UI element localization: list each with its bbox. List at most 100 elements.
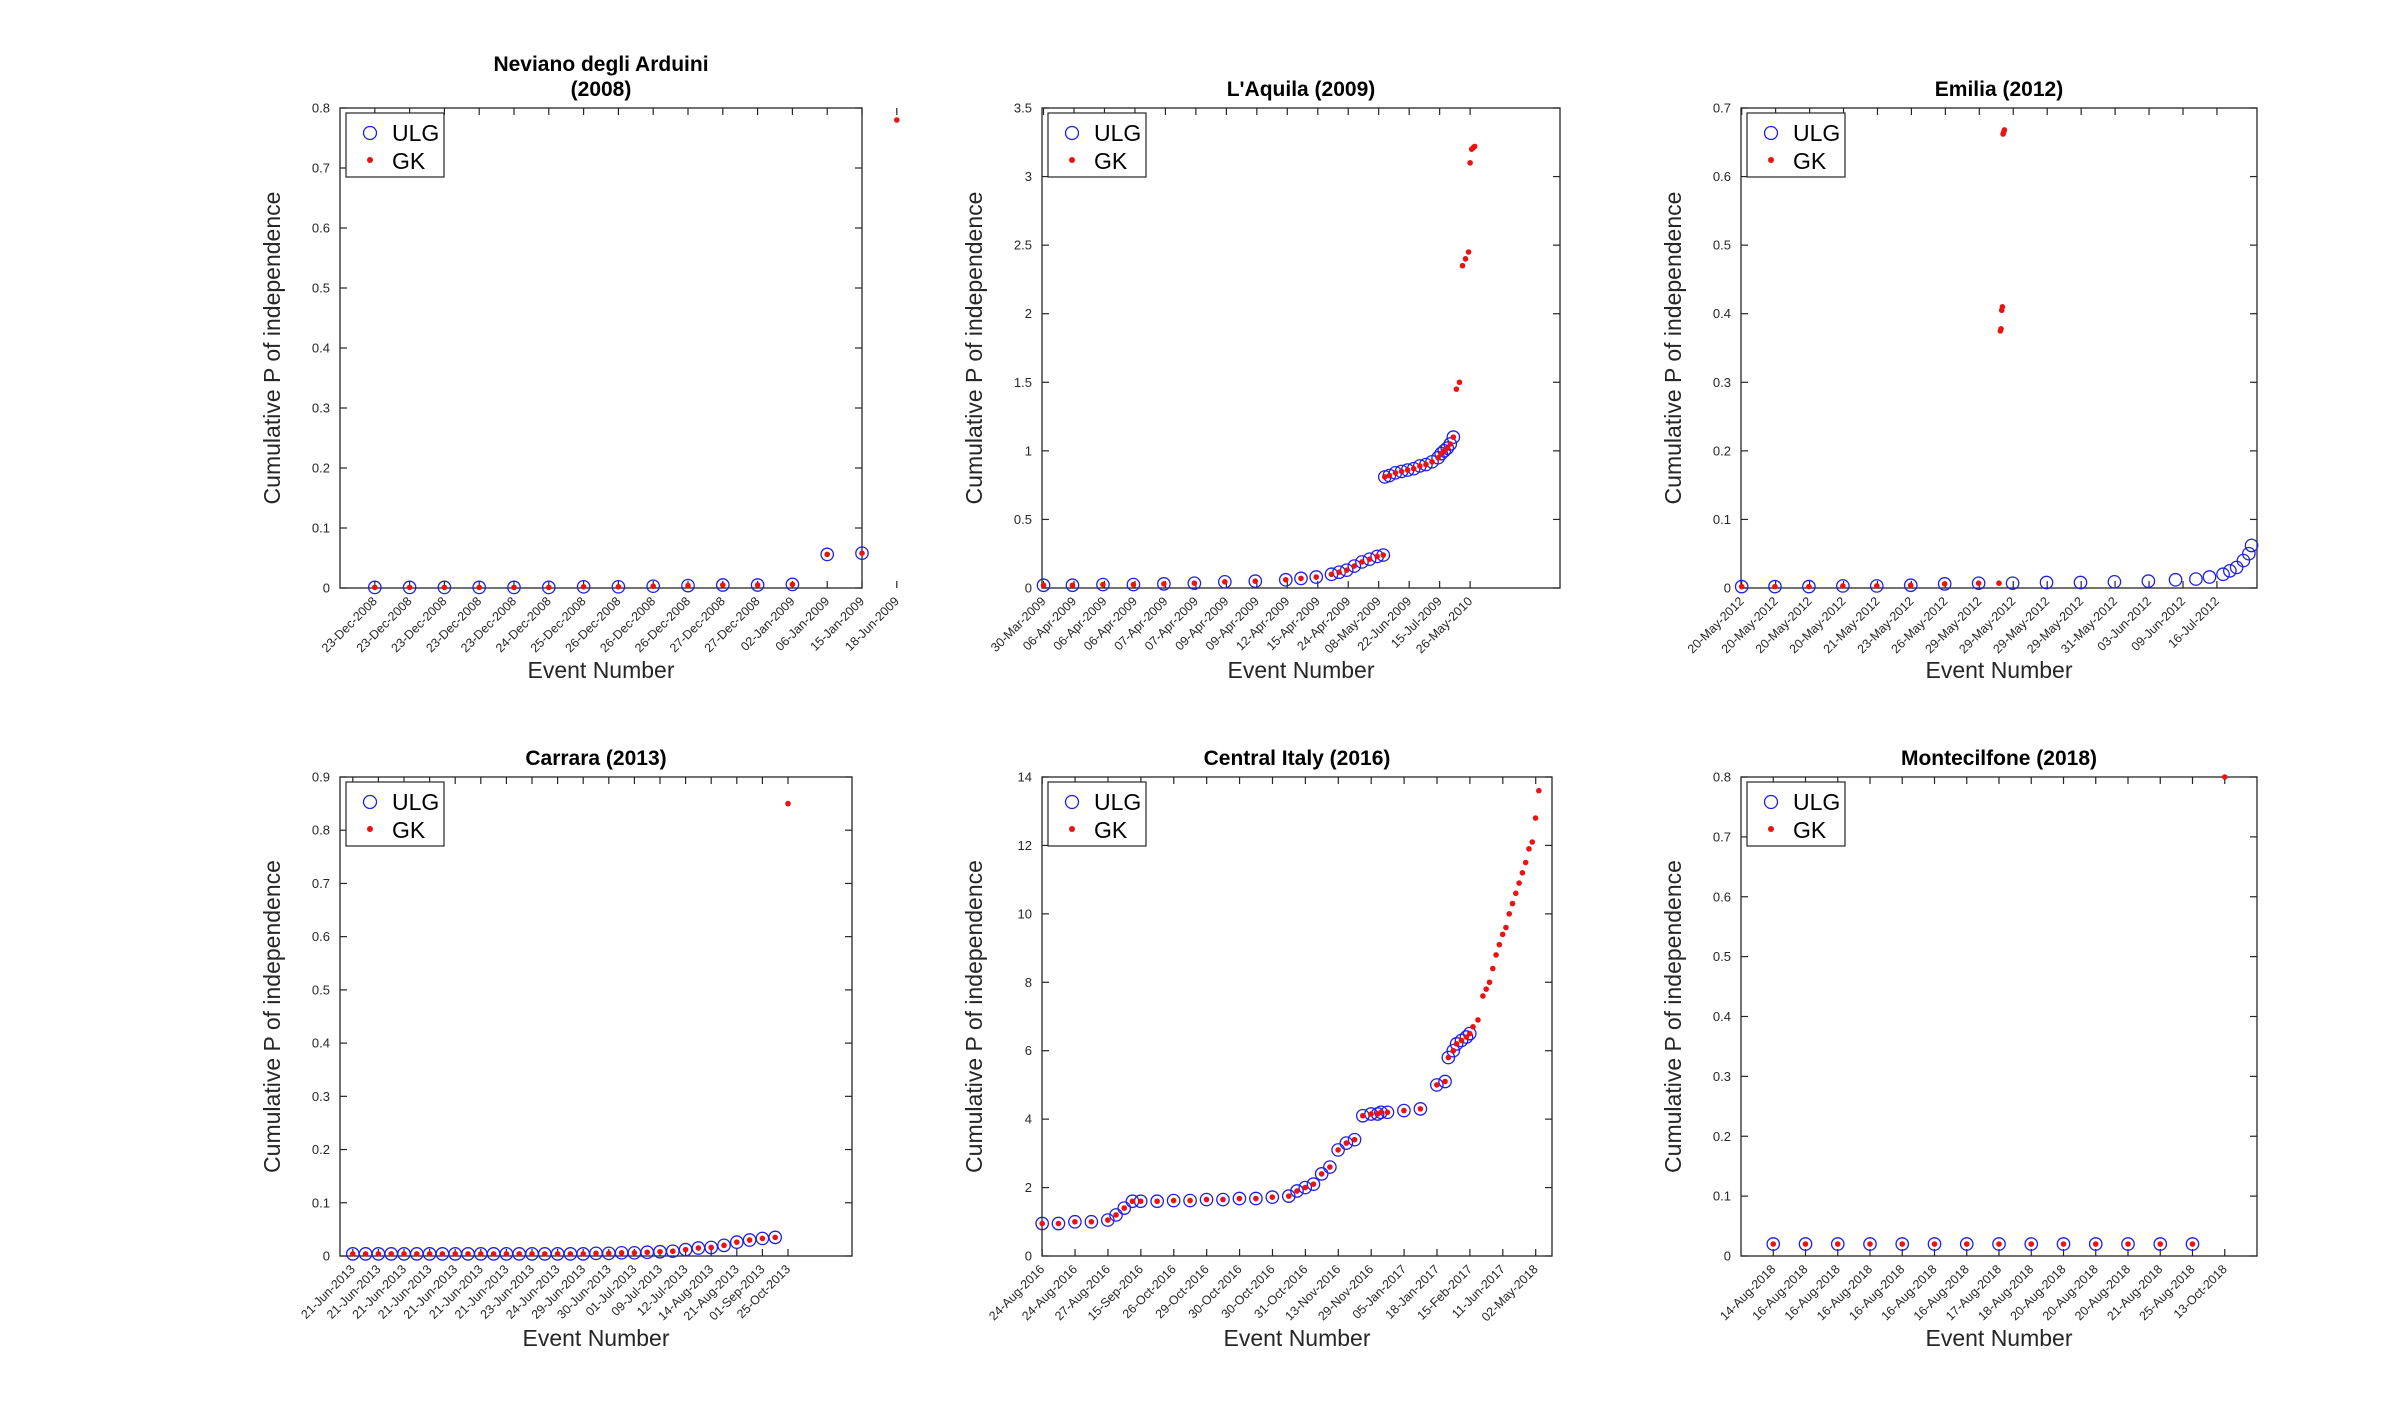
gk-point: [1410, 465, 1417, 472]
gk-point: [1088, 1218, 1095, 1225]
gk-point: [1996, 580, 2002, 586]
y-tick-label: 4: [1025, 1112, 1032, 1127]
gk-point: [2001, 127, 2008, 133]
ulg-point: [1863, 1237, 1877, 1251]
ulg-point: [1440, 441, 1455, 455]
gk-point: [1100, 581, 1106, 588]
ulg-point: [1232, 1191, 1247, 1206]
gk-point: [350, 1251, 356, 1257]
y-tick-label: 0.5: [312, 281, 330, 296]
gk-point: [772, 1234, 778, 1241]
ulg-point: [1183, 1193, 1197, 1208]
gk-point: [1381, 474, 1388, 480]
gk-point: [372, 584, 378, 591]
ulg-point: [2222, 564, 2237, 578]
ulg-point: [1441, 1050, 1456, 1065]
gk-point: [670, 1248, 676, 1255]
legend-gk-label: GK: [1793, 817, 1827, 843]
x-axis-label: Event Number: [1223, 1325, 1370, 1351]
gk-point: [1269, 1194, 1276, 1200]
ulg-point: [1446, 430, 1461, 444]
legend-ulg-label: ULG: [1094, 120, 1141, 146]
legend-gk-marker: [1069, 157, 1075, 163]
ulg-point: [1734, 579, 1749, 594]
ulg-point: [855, 546, 869, 561]
ulg-point: [1446, 1043, 1461, 1058]
gk-point: [685, 582, 691, 589]
ulg-point: [1766, 1237, 1781, 1251]
ulg-point: [1397, 1103, 1411, 1118]
gk-point: [1802, 1241, 1809, 1247]
legend-ulg-marker: [362, 125, 378, 141]
ulg-point: [541, 580, 556, 595]
gk-point: [746, 1237, 753, 1243]
ulg-point: [1187, 576, 1202, 591]
gk-point: [859, 550, 865, 556]
gk-point: [529, 1251, 535, 1257]
y-tick-label: 0.5: [312, 982, 330, 997]
y-tick-label: 0.5: [1713, 949, 1731, 964]
ulg-point: [611, 579, 626, 594]
ulg-point: [704, 1240, 719, 1255]
gk-point: [1453, 386, 1460, 392]
ulg-point: [1248, 574, 1263, 588]
ulg-point: [2073, 575, 2088, 590]
legend-gk-marker: [1069, 826, 1075, 832]
legend-ulg-label: ULG: [1793, 789, 1840, 815]
gk-point: [1113, 1212, 1119, 1218]
y-tick-label: 0.1: [312, 1195, 330, 1210]
gk-point: [1130, 581, 1137, 588]
gk-point: [2028, 1241, 2035, 1247]
gk-point: [1999, 304, 2006, 310]
gk-point: [1499, 931, 1506, 938]
gk-point: [1154, 1198, 1160, 1205]
gk-point: [1458, 1037, 1465, 1044]
y-tick-label: 12: [1018, 838, 1032, 853]
ulg-point: [1992, 1237, 2006, 1251]
ulg-point: [2039, 575, 2054, 590]
gk-point: [1496, 941, 1503, 948]
gk-point: [1467, 160, 1473, 166]
gk-point: [1129, 1198, 1136, 1205]
gk-point: [1398, 468, 1405, 475]
gk-point: [2092, 1241, 2099, 1247]
legend-ulg-label: ULG: [392, 120, 439, 146]
ulg-point: [1109, 1208, 1123, 1222]
gk-point: [759, 1235, 766, 1242]
gk-point: [426, 1251, 433, 1257]
ulg-point: [715, 578, 730, 592]
ulg-point: [1362, 552, 1377, 567]
gk-point: [894, 117, 900, 123]
gk-point: [1359, 559, 1365, 565]
chart-title: L'Aquila (2009): [1227, 78, 1376, 101]
y-tick-label: 0: [1025, 581, 1032, 596]
ulg-point: [1331, 1143, 1345, 1157]
legend-gk-marker: [367, 157, 373, 163]
gk-point: [580, 1251, 586, 1257]
gk-point: [1378, 1109, 1384, 1116]
gk-point: [721, 1242, 727, 1249]
x-axis-label: Event Number: [522, 1325, 669, 1351]
chart-title: Neviano degli Arduini: [493, 53, 708, 76]
ulg-point: [2185, 1237, 2200, 1251]
legend-gk-marker: [367, 826, 373, 832]
gk-point: [1072, 1218, 1078, 1225]
ulg-point: [2005, 576, 2020, 591]
y-tick-label: 10: [1018, 906, 1032, 921]
gk-point: [1401, 1107, 1407, 1114]
gk-point: [406, 584, 413, 591]
legend-box: [1746, 781, 1846, 847]
gk-point: [1867, 1241, 1873, 1247]
ulg-point: [1802, 579, 1816, 594]
gk-point: [567, 1251, 574, 1257]
ulg-point: [768, 1230, 783, 1245]
gk-point: [593, 1250, 599, 1257]
legend-gk-marker: [1768, 157, 1774, 163]
y-tick-label: 0.8: [312, 823, 330, 838]
gk-point: [1121, 1205, 1128, 1211]
legend-ulg-label: ULG: [392, 789, 439, 815]
gk-point: [1285, 1193, 1292, 1199]
gk-point: [1486, 979, 1493, 986]
gk-point: [1444, 445, 1451, 451]
y-tick-label: 0.6: [1713, 889, 1731, 904]
